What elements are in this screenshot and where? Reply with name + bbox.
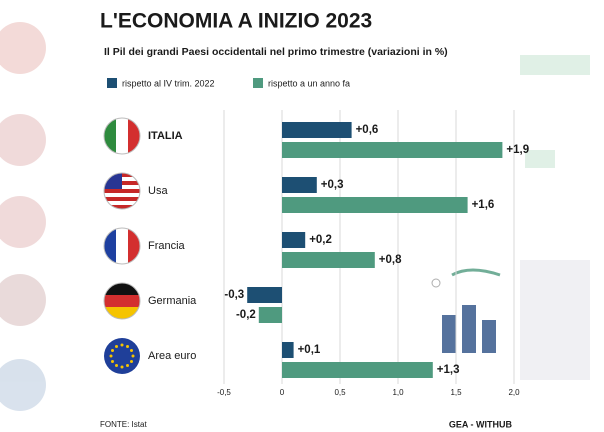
value-label: -0,3: [224, 289, 244, 301]
bar: [282, 122, 352, 138]
flag-germania: [103, 282, 141, 320]
flag-usa: [103, 172, 141, 210]
legend-swatch: [107, 78, 117, 88]
value-label: -0,2: [236, 309, 256, 321]
credit: GEA - WITHUB: [449, 419, 513, 429]
value-label: +1,6: [472, 199, 495, 211]
bar: [282, 197, 468, 213]
legend-label: rispetto al IV trim. 2022: [122, 78, 215, 88]
category-label: Francia: [148, 240, 186, 252]
x-tick-label: 0,5: [334, 388, 346, 397]
bar: [282, 232, 306, 248]
value-label: +0,2: [309, 234, 332, 246]
category-label: Usa: [148, 185, 168, 197]
bar: [282, 342, 294, 358]
value-label: +0,3: [321, 179, 344, 191]
x-tick-label: 1,0: [392, 388, 404, 397]
flag-italia: [103, 117, 141, 155]
chart-title: L'ECONOMIA A INIZIO 2023: [100, 10, 372, 33]
category-label: ITALIA: [148, 130, 183, 142]
background-decoration: [0, 22, 590, 411]
bar: [247, 287, 282, 303]
value-label: +1,9: [506, 144, 529, 156]
legend-label: rispetto a un anno fa: [268, 78, 350, 88]
bar: [282, 252, 375, 268]
value-label: +1,3: [437, 364, 460, 376]
value-label: +0,6: [356, 124, 379, 136]
x-tick-label: 0: [280, 388, 285, 397]
bar: [258, 307, 282, 323]
legend-swatch: [253, 78, 263, 88]
value-label: +0,1: [298, 344, 321, 356]
flag-francia: [103, 227, 141, 265]
bar: [282, 142, 503, 158]
bar: [282, 362, 433, 378]
category-label: Germania: [148, 295, 197, 307]
source: FONTE: Istat: [100, 420, 147, 429]
decoration-icon: [431, 268, 501, 353]
x-tick-label: 1,5: [450, 388, 462, 397]
x-tick-label: 2,0: [508, 388, 520, 397]
category-label: Area euro: [148, 350, 196, 362]
bar: [282, 177, 317, 193]
chart-subtitle: Il Pil dei grandi Paesi occidentali nel …: [104, 46, 448, 58]
flag-euro: [104, 338, 140, 374]
x-tick-label: -0,5: [217, 388, 231, 397]
value-label: +0,8: [379, 254, 402, 266]
